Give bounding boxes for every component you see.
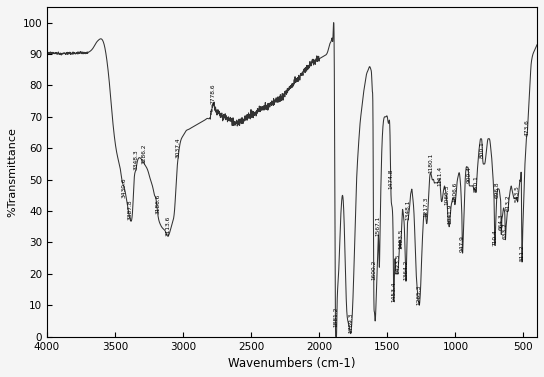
- Text: 696.8: 696.8: [494, 182, 499, 198]
- Text: 1111.4: 1111.4: [438, 166, 443, 186]
- Text: 947.9: 947.9: [460, 235, 465, 252]
- Text: 1881.2: 1881.2: [333, 307, 338, 327]
- Text: 850.1: 850.1: [473, 175, 478, 192]
- Text: 664.3: 664.3: [499, 213, 504, 230]
- Text: 710.4: 710.4: [492, 229, 497, 245]
- Text: 1474.8: 1474.8: [388, 169, 393, 189]
- Text: 1265.3: 1265.3: [417, 285, 422, 305]
- Text: 511.2: 511.2: [520, 245, 524, 261]
- Text: 1060.3: 1060.3: [444, 184, 450, 205]
- Text: 1006.6: 1006.6: [452, 181, 457, 202]
- Text: 543.5: 543.5: [515, 185, 520, 202]
- Text: 3186.6: 3186.6: [155, 194, 160, 214]
- Text: 1423.5: 1423.5: [395, 253, 400, 274]
- Text: 3348.3: 3348.3: [133, 150, 138, 170]
- Text: 1769.3: 1769.3: [348, 313, 353, 334]
- Text: 1364.2: 1364.2: [403, 260, 409, 280]
- X-axis label: Wavenumbers (cm-1): Wavenumbers (cm-1): [228, 357, 356, 370]
- Text: 633.7: 633.7: [503, 222, 508, 239]
- Text: 3387.8: 3387.8: [128, 200, 133, 221]
- Text: 1041.9: 1041.9: [447, 203, 452, 224]
- Text: 1180.1: 1180.1: [428, 153, 434, 173]
- Text: 800.1: 800.1: [480, 141, 485, 158]
- Text: 1348.1: 1348.1: [405, 200, 411, 221]
- Text: 2778.6: 2778.6: [211, 84, 216, 104]
- Text: 1567.1: 1567.1: [376, 216, 381, 236]
- Text: 613.2: 613.2: [505, 195, 510, 211]
- Text: 1403.5: 1403.5: [398, 228, 403, 249]
- Text: 1217.3: 1217.3: [423, 197, 428, 217]
- Text: 3286.2: 3286.2: [141, 143, 147, 164]
- Text: 900.4: 900.4: [466, 166, 472, 183]
- Text: 473.6: 473.6: [524, 119, 529, 136]
- Text: 3430.6: 3430.6: [122, 178, 127, 198]
- Text: 3113.6: 3113.6: [165, 216, 170, 236]
- Text: 1453.4: 1453.4: [391, 282, 396, 302]
- Text: 3037.4: 3037.4: [176, 137, 181, 158]
- Text: 1600.2: 1600.2: [371, 260, 376, 280]
- Y-axis label: %Transmittance: %Transmittance: [7, 127, 17, 217]
